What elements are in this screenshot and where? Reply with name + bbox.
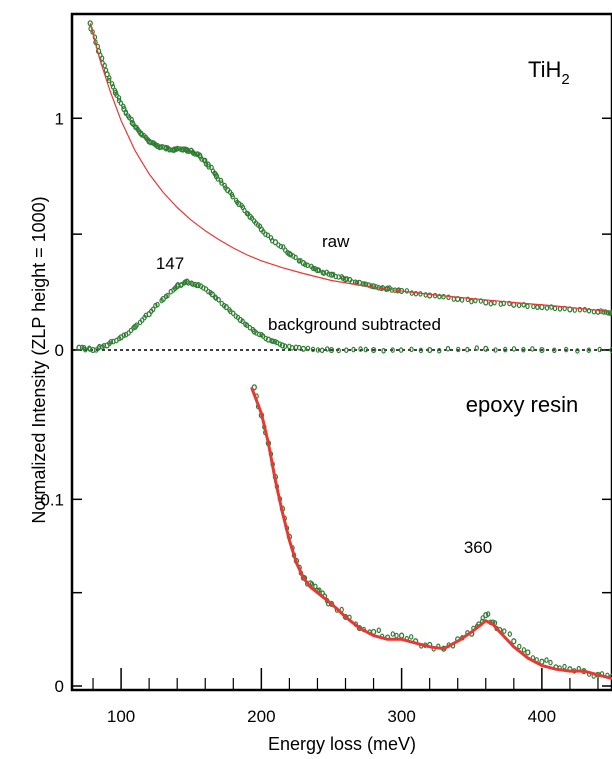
data-point-interp <box>446 347 449 351</box>
data-point-interp <box>598 347 601 351</box>
data-point-interp <box>400 348 403 352</box>
data-point <box>400 633 404 638</box>
x-tick-label: 200 <box>247 707 275 726</box>
y-tick-label: 0 <box>55 341 64 360</box>
data-point-interp <box>466 347 469 351</box>
data-point-interp <box>558 307 561 311</box>
data-point <box>147 312 151 317</box>
x-axis-label: Energy loss (meV) <box>268 734 416 754</box>
annotation-peak-360: 360 <box>464 538 492 557</box>
x-tick-label: 400 <box>528 707 556 726</box>
data-point-interp <box>452 297 455 301</box>
data-point <box>526 650 530 655</box>
panel-label-tih-subscript: 2 <box>561 71 569 88</box>
panel-label-tih2: TiH2 <box>528 57 570 88</box>
y-axis-label: Normalized Intensity (ZLP height = 1000) <box>29 196 49 523</box>
x-tick-label: 100 <box>107 707 135 726</box>
data-point-interp <box>395 633 398 637</box>
text-layer: Energy loss (meV) Normalized Intensity (… <box>29 57 578 754</box>
x-tick-label: 300 <box>387 707 415 726</box>
data-point-interp <box>410 347 413 351</box>
data-point-interp <box>434 294 437 298</box>
data-point-interp <box>536 305 539 309</box>
data-point-interp <box>518 644 521 648</box>
data-point-interp <box>470 299 473 303</box>
data-point-interp <box>410 635 413 639</box>
data-point-interp <box>345 348 348 352</box>
y-tick-label: 1 <box>55 109 64 128</box>
data-point-interp <box>294 255 297 259</box>
data-point-interp <box>553 306 556 310</box>
y-tick-label: 0 <box>55 677 64 696</box>
data-point-interp <box>494 348 497 352</box>
annotation-background-subtracted: background subtracted <box>268 315 441 334</box>
data-point-interp <box>549 660 552 664</box>
data-point-interp <box>512 347 515 351</box>
data-point-interp <box>563 664 566 668</box>
data-point-interp <box>352 347 355 351</box>
annotation-raw: raw <box>322 232 350 251</box>
data-point-interp <box>326 347 329 351</box>
data-point-interp <box>377 628 380 632</box>
data-point-interp <box>306 263 309 267</box>
data-point <box>428 348 432 353</box>
data-point-interp <box>391 632 394 636</box>
data-point-interp <box>461 298 464 302</box>
epoxy-resin-data-points <box>252 385 612 679</box>
data-point-interp <box>284 344 287 348</box>
data-point-interp <box>503 629 506 633</box>
data-point-interp <box>531 347 534 351</box>
annotation-peak-147: 147 <box>156 254 184 273</box>
data-point-interp <box>298 346 301 350</box>
data-point-interp <box>532 304 535 308</box>
data-point-interp <box>291 346 294 350</box>
data-point <box>484 300 488 305</box>
data-point-interp <box>518 303 521 307</box>
panel-label-tih-base: TiH <box>528 57 561 82</box>
data-point-interp <box>217 298 220 302</box>
data-point-interp <box>489 302 492 306</box>
data-point <box>484 346 488 351</box>
data-point-interp <box>382 349 385 353</box>
data-point-interp <box>364 347 367 351</box>
data-point-interp <box>545 306 548 310</box>
data-point <box>301 346 305 351</box>
epoxy-resin-smoothed-line <box>252 387 612 678</box>
data-point <box>512 639 516 644</box>
data-point-interp <box>508 632 511 636</box>
data-point-interp <box>321 348 324 352</box>
data-point-interp <box>522 648 525 652</box>
data-point-interp <box>526 304 529 308</box>
plot-frame <box>72 14 612 690</box>
data-point-interp <box>545 658 548 662</box>
panel-label-epoxy: epoxy resin <box>466 392 579 417</box>
